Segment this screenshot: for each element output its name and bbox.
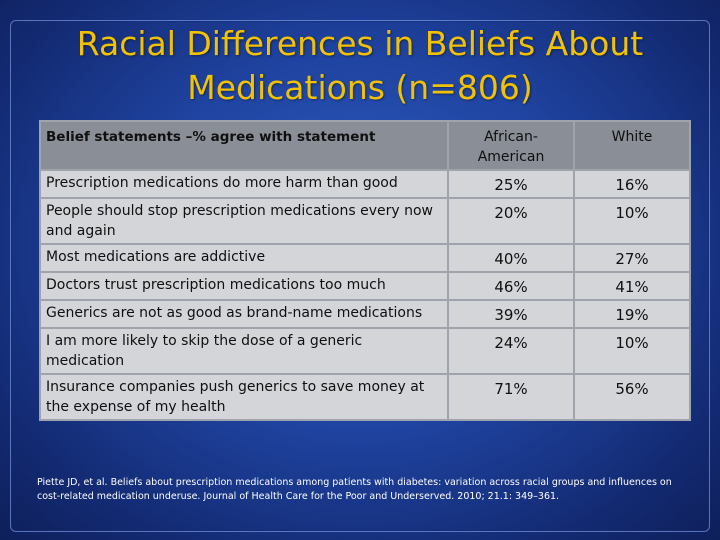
row-statement: Doctors trust prescription medications t… [39,271,449,301]
table-row: People should stop prescription medicati… [39,197,691,245]
row-statement: I am more likely to skip the dose of a g… [39,327,449,375]
row-white-value: 19% [573,299,691,329]
row-african-american-value: 39% [447,299,575,329]
row-white-value: 10% [573,327,691,375]
row-statement: People should stop prescription medicati… [39,197,449,245]
row-african-american-value: 46% [447,271,575,301]
table-row: Doctors trust prescription medications t… [39,271,691,301]
row-african-american-value: 20% [447,197,575,245]
beliefs-table: Belief statements –% agree with statemen… [39,120,691,421]
row-white-value: 10% [573,197,691,245]
header-african-american: African-American [447,120,575,171]
slide-frame [10,20,710,532]
table-row: Insurance companies push generics to sav… [39,373,691,421]
table-row: Prescription medications do more harm th… [39,169,691,199]
slide-title: Racial Differences in Beliefs About Medi… [0,22,720,110]
row-white-value: 16% [573,169,691,199]
row-statement: Generics are not as good as brand-name m… [39,299,449,329]
table-header-row: Belief statements –% agree with statemen… [39,120,691,171]
row-african-american-value: 25% [447,169,575,199]
table-row: I am more likely to skip the dose of a g… [39,327,691,375]
row-white-value: 56% [573,373,691,421]
header-white: White [573,120,691,171]
row-statement: Insurance companies push generics to sav… [39,373,449,421]
table-row: Most medications are addictive 40% 27% [39,243,691,273]
title-line-1: Racial Differences in Beliefs About [76,24,644,63]
row-statement: Prescription medications do more harm th… [39,169,449,199]
header-statement: Belief statements –% agree with statemen… [39,120,449,171]
row-african-american-value: 24% [447,327,575,375]
row-african-american-value: 71% [447,373,575,421]
table-row: Generics are not as good as brand-name m… [39,299,691,329]
row-white-value: 27% [573,243,691,273]
row-african-american-value: 40% [447,243,575,273]
row-statement: Most medications are addictive [39,243,449,273]
citation-text: Piette JD, et al. Beliefs about prescrip… [37,477,672,502]
title-line-2: Medications (n=806) [187,68,533,107]
row-white-value: 41% [573,271,691,301]
